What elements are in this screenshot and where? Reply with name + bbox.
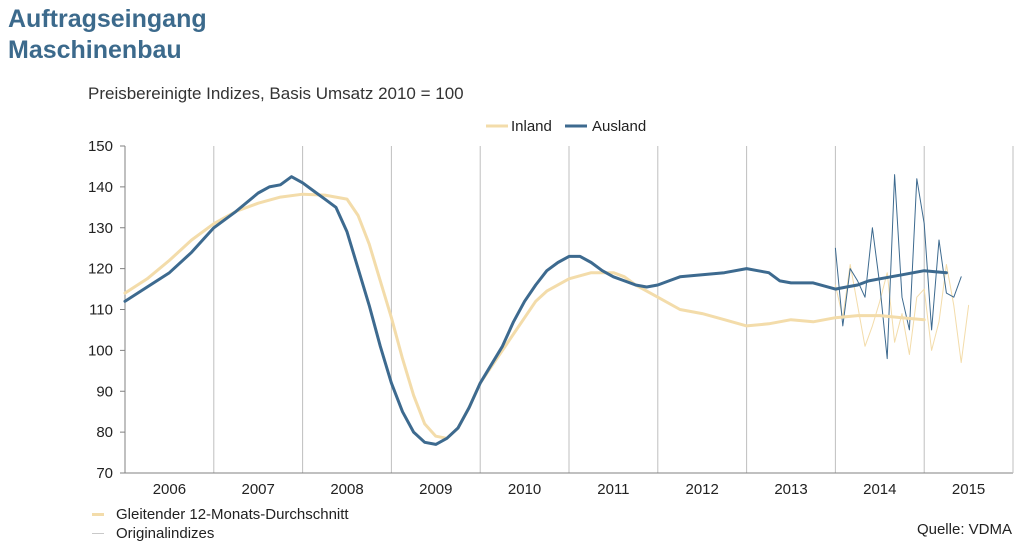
series-inland-original	[834, 264, 970, 364]
legend-moving-average-label: Gleitender 12-Monats-Durchschnitt	[116, 506, 349, 523]
grid-lines	[213, 146, 925, 473]
x-tick-label: 2011	[597, 481, 629, 498]
bottom-legend: Gleitender 12-Monats-Durchschnitt Origin…	[92, 505, 349, 543]
source-note: Quelle: VDMA	[916, 521, 1012, 538]
series-ausland-original	[834, 174, 962, 360]
legend-original-label: Originalindizes	[116, 525, 215, 542]
x-tick-label: 2006	[153, 481, 186, 498]
legend: Inland Ausland	[486, 118, 646, 135]
moving-average-swatch-icon	[92, 513, 104, 516]
y-tick-label: 110	[89, 302, 113, 319]
title-line-2: Maschinenbau	[8, 36, 182, 64]
legend-moving-average: Gleitender 12-Monats-Durchschnitt	[92, 505, 349, 524]
x-tick-label: 2009	[419, 481, 452, 498]
y-tick-label: 90	[96, 383, 113, 400]
x-tick-label: 2008	[330, 481, 363, 498]
chart-subtitle: Preisbereinigte Indizes, Basis Umsatz 20…	[88, 84, 464, 103]
y-tick-label: 100	[88, 342, 113, 359]
y-tick-label: 70	[96, 465, 113, 482]
y-tick-label: 130	[88, 220, 113, 237]
y-tick-label: 140	[88, 179, 113, 196]
x-tick-label: 2015	[952, 481, 985, 498]
series-ausland-moving-average	[123, 175, 948, 446]
x-tick-label: 2014	[863, 481, 896, 498]
x-tick-label: 2013	[774, 481, 807, 498]
legend-label-inland: Inland	[511, 118, 552, 135]
legend-original: Originalindizes	[92, 524, 349, 543]
x-tick-labels: 2006 2007 2008 2009 2010 2011 2012 2013 2014 2015	[153, 481, 986, 498]
chart-title: Auftragseingang Maschinenbau	[8, 4, 207, 66]
original-swatch-icon	[92, 533, 104, 534]
y-tick-labels: 70 80 90 100 110 120 130 140 150	[88, 138, 125, 482]
x-tick-label: 2010	[508, 481, 541, 498]
series-lines	[123, 174, 970, 446]
legend-label-ausland: Ausland	[592, 118, 646, 135]
x-tick-label: 2012	[686, 481, 719, 498]
y-tick-label: 120	[88, 261, 113, 278]
x-tick-label: 2007	[242, 481, 275, 498]
y-tick-label: 80	[96, 424, 113, 441]
series-inland-moving-average	[123, 192, 926, 440]
y-tick-label: 150	[88, 138, 113, 155]
title-line-1: Auftragseingang	[8, 5, 207, 33]
